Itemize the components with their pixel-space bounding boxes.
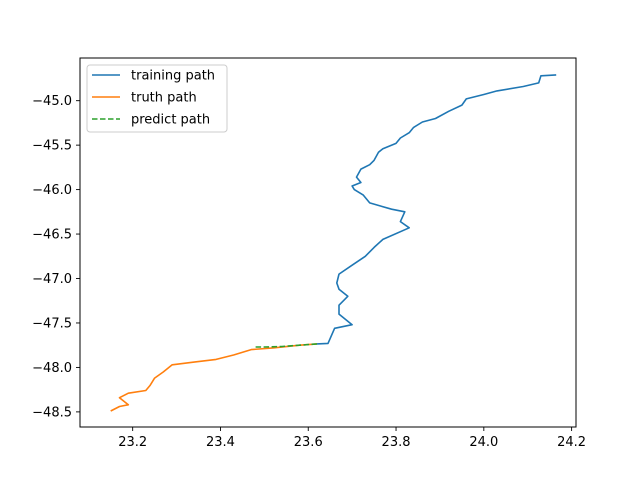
legend-label: training path [131, 69, 215, 84]
legend-label: truth path [131, 91, 197, 106]
y-axis: −45.0 −45.5 −46.0 −46.5 −47.0 −47.5 −48.0 −48.5 [32, 94, 80, 420]
plot-frame [79, 57, 577, 428]
series-line-predict-path [253, 343, 318, 348]
x-tick-label: 23.2 [118, 435, 147, 450]
series-line-truth-path [110, 343, 318, 412]
y-tick-label: −48.5 [32, 405, 72, 420]
y-tick-label: −48.0 [32, 361, 72, 376]
x-tick-label: 23.6 [294, 435, 323, 450]
series-line-training-path [316, 74, 557, 345]
x-tick-label: 23.8 [382, 435, 411, 450]
legend: training path truth path predict path [86, 64, 228, 133]
y-tick-label: −45.0 [32, 94, 72, 109]
x-axis: 23.2 23.4 23.6 23.8 24.0 24.2 [118, 427, 586, 450]
x-tick-label: 24.0 [469, 435, 498, 450]
y-tick-label: −47.5 [32, 316, 72, 331]
series-layer [110, 74, 557, 412]
y-tick-label: −47.0 [32, 272, 72, 287]
y-tick-label: −45.5 [32, 139, 72, 154]
x-tick-label: 23.4 [206, 435, 235, 450]
legend-box [86, 64, 228, 133]
x-tick-label: 24.2 [557, 435, 586, 450]
legend-label: predict path [131, 113, 210, 128]
y-tick-label: −46.0 [32, 183, 72, 198]
y-tick-label: −46.5 [32, 228, 72, 243]
